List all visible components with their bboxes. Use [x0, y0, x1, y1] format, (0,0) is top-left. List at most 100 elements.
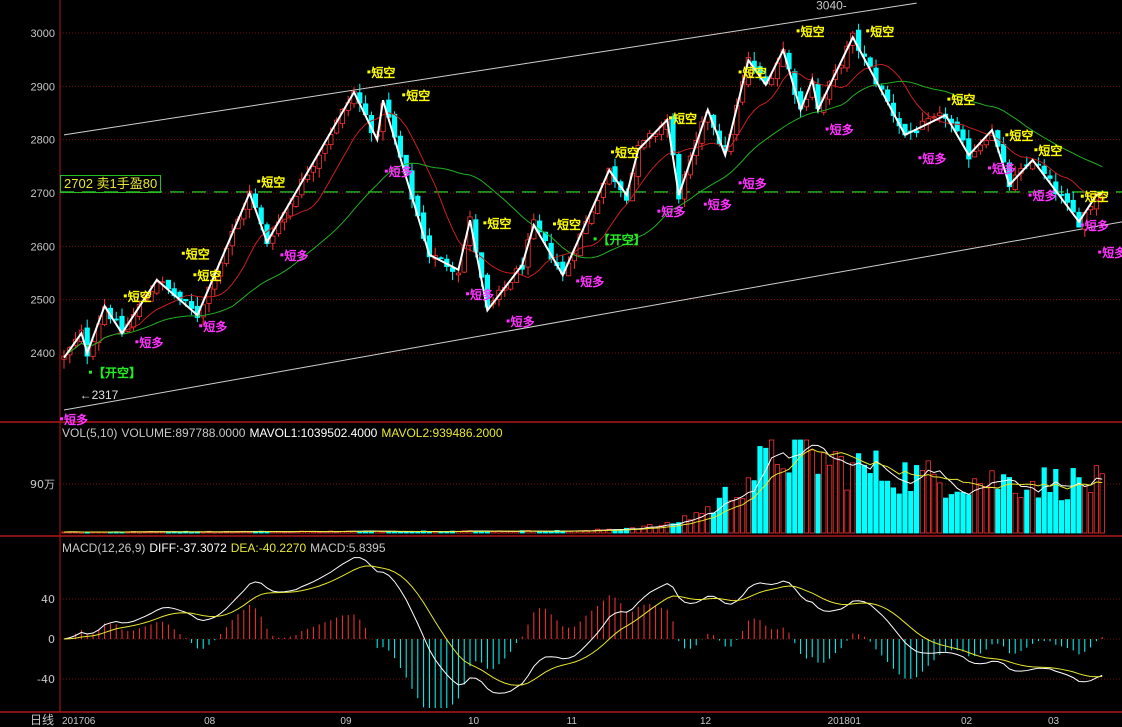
signal-dot — [193, 273, 197, 277]
volume-bar — [281, 531, 288, 534]
position-tag: 2702 卖1手盈80 — [60, 175, 162, 193]
volume-bar — [490, 531, 496, 534]
volume-bar — [757, 446, 763, 534]
x-tick-label: 03 — [1048, 716, 1060, 727]
volume-bar — [519, 530, 525, 534]
volume-bar — [1030, 480, 1036, 534]
signal-long: 短多 — [203, 319, 227, 334]
x-tick-label: 11 — [567, 716, 578, 727]
volume-bar — [728, 500, 734, 534]
vol-mavol1: MAVOL1:1039502.4000 — [249, 426, 378, 440]
macd-value: MACD:5.8395 — [310, 541, 386, 555]
candle-up — [983, 140, 989, 146]
volume-bar — [734, 497, 740, 534]
price-tick-label: 2600 — [31, 241, 55, 253]
volume-bar — [537, 531, 543, 534]
volume-bar — [1001, 474, 1007, 534]
volume-bar — [1088, 492, 1094, 534]
candle-down — [966, 138, 972, 160]
volume-bar — [1064, 499, 1070, 534]
volume-bar — [1059, 500, 1065, 534]
volume-bar — [676, 522, 682, 534]
volume-bar — [943, 497, 949, 534]
signal-dot — [60, 417, 63, 421]
volume-bar — [1076, 477, 1082, 534]
volume-tick-label: 90万 — [30, 478, 55, 491]
volume-bar — [850, 462, 856, 534]
zigzag-line — [63, 35, 1103, 359]
price-tick-label: 3000 — [31, 28, 55, 40]
signal-dot — [738, 181, 742, 185]
volume-bar — [1012, 492, 1018, 534]
signal-long: 短多 — [992, 161, 1016, 176]
volume-legend: VOL(5,10) VOLUME:897788.0000 MAVOL1:103950… — [62, 426, 507, 440]
candle-up — [844, 45, 850, 69]
macd-diff: DIFF:-37.3072 — [149, 541, 227, 555]
candle-down — [954, 121, 960, 132]
x-tick-label: 10 — [468, 716, 480, 727]
volume-bar — [798, 439, 804, 534]
volume-bar — [1093, 465, 1099, 534]
signal-long: 短多 — [743, 176, 767, 191]
candle-up — [154, 281, 160, 294]
signal-dot — [918, 156, 922, 160]
signal-short: 短空 — [487, 216, 511, 231]
price-tick-label: 2400 — [31, 348, 55, 360]
signal-long: 短多 — [511, 314, 535, 329]
candle-up — [1030, 162, 1036, 170]
volume-bar — [948, 494, 955, 534]
candle-down — [1064, 193, 1070, 203]
signal-dot — [866, 29, 870, 33]
volume-bar — [542, 531, 549, 534]
signal-short: 短空 — [1038, 143, 1062, 158]
macd-legend: MACD(12,26,9) DIFF:-37.3072 DEA:-40.2270 MA… — [62, 541, 390, 555]
signal-short: 短空 — [197, 268, 221, 283]
high-mark: 3040- — [816, 0, 847, 13]
candle-down — [1041, 165, 1047, 175]
volume-bar — [960, 491, 966, 534]
signal-short: 短空 — [743, 65, 767, 80]
signal-long: 短多 — [284, 248, 308, 263]
candle-down — [960, 129, 966, 141]
signal-short: 短空 — [951, 92, 975, 107]
x-tick-label: 201706 — [62, 716, 96, 727]
channel-line — [63, 221, 1122, 411]
volume-bar — [925, 460, 931, 534]
volume-bar — [699, 513, 705, 534]
signal-short: 短空 — [615, 145, 639, 160]
signal-short: 短空 — [186, 246, 210, 261]
volume-bar — [380, 531, 386, 534]
volume-bar — [583, 530, 589, 534]
diff-line — [63, 557, 1103, 694]
candle-up — [937, 112, 943, 117]
candle-up — [310, 166, 317, 173]
signal-dot — [611, 150, 614, 154]
ma-short-line — [63, 63, 1103, 357]
period-label: 日线 — [30, 713, 54, 727]
candle-up — [455, 272, 462, 276]
signal-dot — [553, 222, 556, 226]
signal-dot — [384, 169, 388, 173]
signal-dot — [947, 97, 951, 101]
x-tick-label: 201801 — [828, 716, 862, 727]
volume-bar — [983, 486, 989, 534]
volume-bar — [1099, 473, 1105, 534]
signal-dot — [657, 209, 661, 213]
volume-bar — [687, 519, 694, 534]
volume-bar — [879, 480, 885, 534]
candle-down — [537, 220, 543, 233]
candle-up — [769, 78, 775, 86]
volume-bar — [896, 493, 902, 534]
signal-long: 短多 — [1085, 218, 1109, 233]
mavol2-line — [63, 448, 1103, 533]
ma-long-line — [63, 80, 1103, 357]
volume-bar — [792, 439, 798, 534]
signal-long: 短多 — [1102, 245, 1122, 260]
volume-bar — [867, 473, 873, 534]
candle-down — [188, 301, 195, 309]
signal-short: 短空 — [557, 217, 581, 232]
volume-bar — [832, 451, 839, 534]
price-tick-label: 2800 — [31, 135, 55, 147]
x-tick-label: 08 — [204, 716, 216, 727]
volume-bar — [838, 456, 844, 534]
